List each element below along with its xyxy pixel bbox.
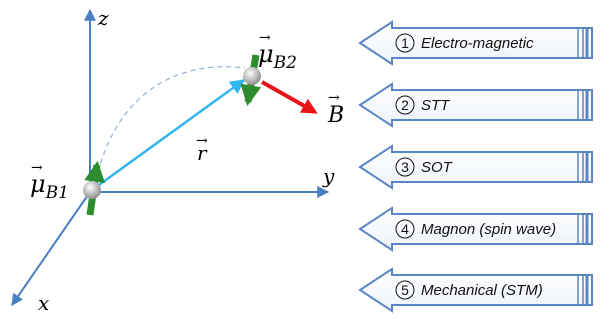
arrow-shape [360, 146, 592, 188]
mu-subscript: B2 [273, 53, 297, 73]
mechanism-label: Magnon (spin wave) [421, 221, 556, 238]
mechanism-label: Mechanical (STM) [421, 282, 543, 299]
mechanism-number: 3 [401, 159, 409, 175]
x-label: x [38, 291, 49, 315]
diagram: z y x r → B → μB1 → μB2 → 1Electro-magne… [0, 0, 610, 319]
b-hat: → [328, 90, 340, 106]
spin-1 [83, 181, 101, 199]
mechanism-number: 4 [401, 221, 409, 237]
r-hat: → [196, 133, 208, 149]
mu-b2-hat: → [259, 30, 271, 46]
mechanism-number: 1 [401, 35, 409, 51]
mechanism-label: SOT [421, 159, 454, 176]
r-vector [92, 80, 244, 190]
mechanism-label: STT [421, 97, 451, 114]
mechanism-arrow: 3 SOT [360, 146, 592, 188]
mechanism-label: Electro-magnetic [421, 35, 534, 52]
b-label: B [327, 103, 344, 128]
mechanism-number: 5 [401, 282, 409, 298]
mechanism-number: 2 [401, 97, 409, 113]
mechanism-list: 1 Electro-magnetic 2 STT 3 SOT 4 Magnon (spin w… [360, 22, 592, 311]
arrow-shape [360, 84, 592, 126]
trajectory [98, 67, 245, 172]
y-label: y [322, 164, 335, 188]
mu-b1-hat: → [31, 160, 43, 176]
mechanism-arrow: 5 Mechanical (STM) [360, 269, 592, 311]
mechanism-arrow: 2 STT [360, 84, 592, 126]
z-label: z [97, 6, 109, 30]
mu-subscript: B1 [45, 183, 69, 203]
spin-2 [243, 67, 261, 85]
b-field-arrow [262, 82, 315, 112]
mechanism-arrow: 1 Electro-magnetic [360, 22, 592, 64]
mechanism-arrow: 4 Magnon (spin wave) [360, 208, 592, 250]
